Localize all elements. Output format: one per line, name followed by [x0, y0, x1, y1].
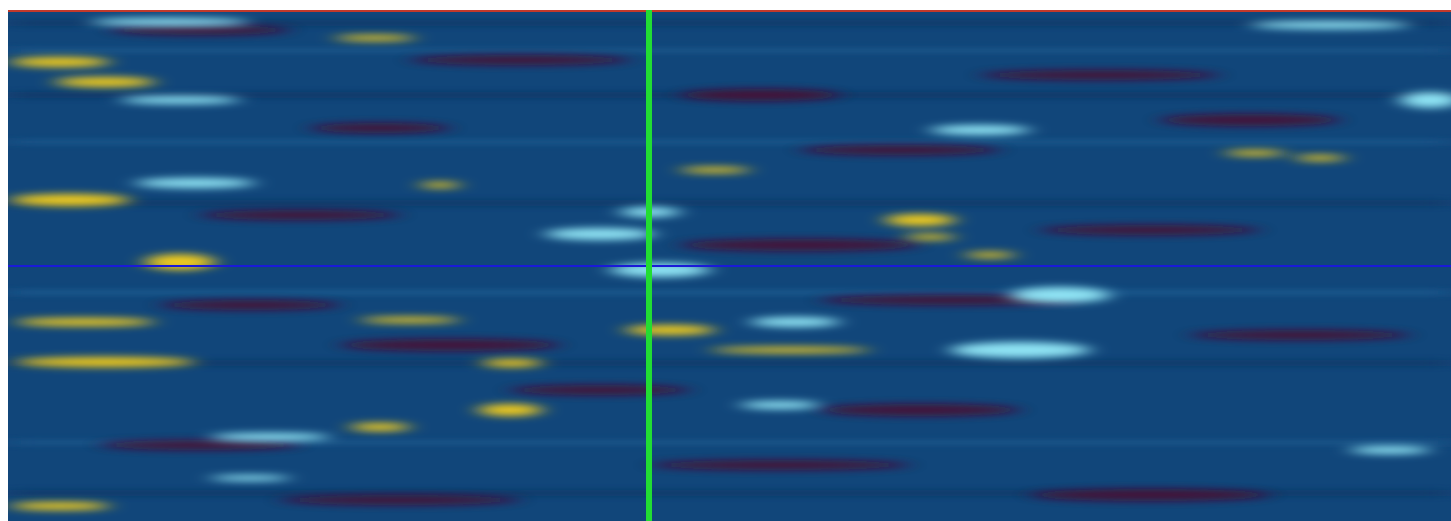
peak-streaks — [10, 35, 1345, 510]
top-edge — [8, 10, 1451, 12]
low-streaks — [100, 25, 1410, 505]
heatmap — [8, 10, 1451, 521]
